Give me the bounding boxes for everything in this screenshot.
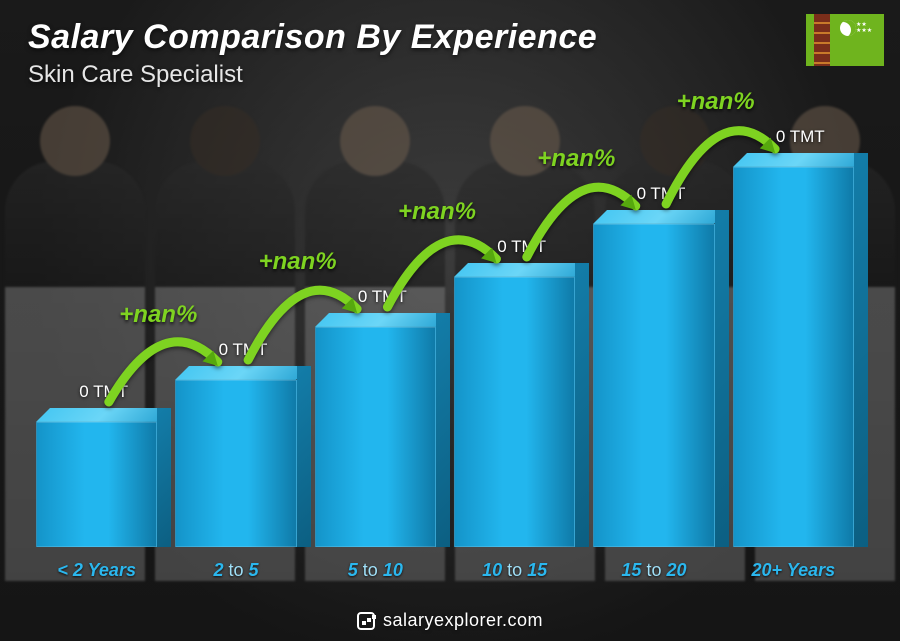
x-axis-label: 15 to 20	[593, 560, 714, 581]
bar-chart: 0 TMT0 TMT0 TMT0 TMT0 TMT0 TMT +nan%+nan…	[30, 120, 860, 581]
chart-stage: Salary Comparison By Experience Skin Car…	[0, 0, 900, 641]
bar-slot: 0 TMT	[593, 224, 714, 547]
x-axis-label: 10 to 15	[454, 560, 575, 581]
chart-subtitle: Skin Care Specialist	[28, 61, 597, 89]
footer-text: salaryexplorer.com	[383, 610, 543, 631]
bar: 0 TMT	[733, 167, 854, 547]
chart-title: Salary Comparison By Experience	[28, 18, 597, 57]
bar-slot: 0 TMT	[454, 277, 575, 547]
bar: 0 TMT	[454, 277, 575, 547]
logo-icon	[357, 612, 375, 630]
x-axis-label: 5 to 10	[315, 560, 436, 581]
bar-value-label: 0 TMT	[175, 340, 310, 360]
bar: 0 TMT	[36, 422, 157, 547]
x-axis-label: 2 to 5	[175, 560, 296, 581]
title-block: Salary Comparison By Experience Skin Car…	[28, 18, 597, 89]
footer: salaryexplorer.com	[0, 610, 900, 631]
bar-value-label: 0 TMT	[733, 127, 868, 147]
bar-value-label: 0 TMT	[593, 184, 728, 204]
bar-slot: 0 TMT	[315, 327, 436, 547]
bar-value-label: 0 TMT	[36, 382, 171, 402]
country-flag: ★★★★★	[806, 14, 884, 66]
x-axis-label: < 2 Years	[36, 560, 157, 581]
bar: 0 TMT	[315, 327, 436, 547]
bar-slot: 0 TMT	[175, 380, 296, 547]
bar: 0 TMT	[175, 380, 296, 547]
bar-slot: 0 TMT	[36, 422, 157, 547]
bar-value-label: 0 TMT	[454, 237, 589, 257]
bar-value-label: 0 TMT	[315, 287, 450, 307]
x-axis-label: 20+ Years	[733, 560, 854, 581]
bar-slot: 0 TMT	[733, 167, 854, 547]
bar: 0 TMT	[593, 224, 714, 547]
